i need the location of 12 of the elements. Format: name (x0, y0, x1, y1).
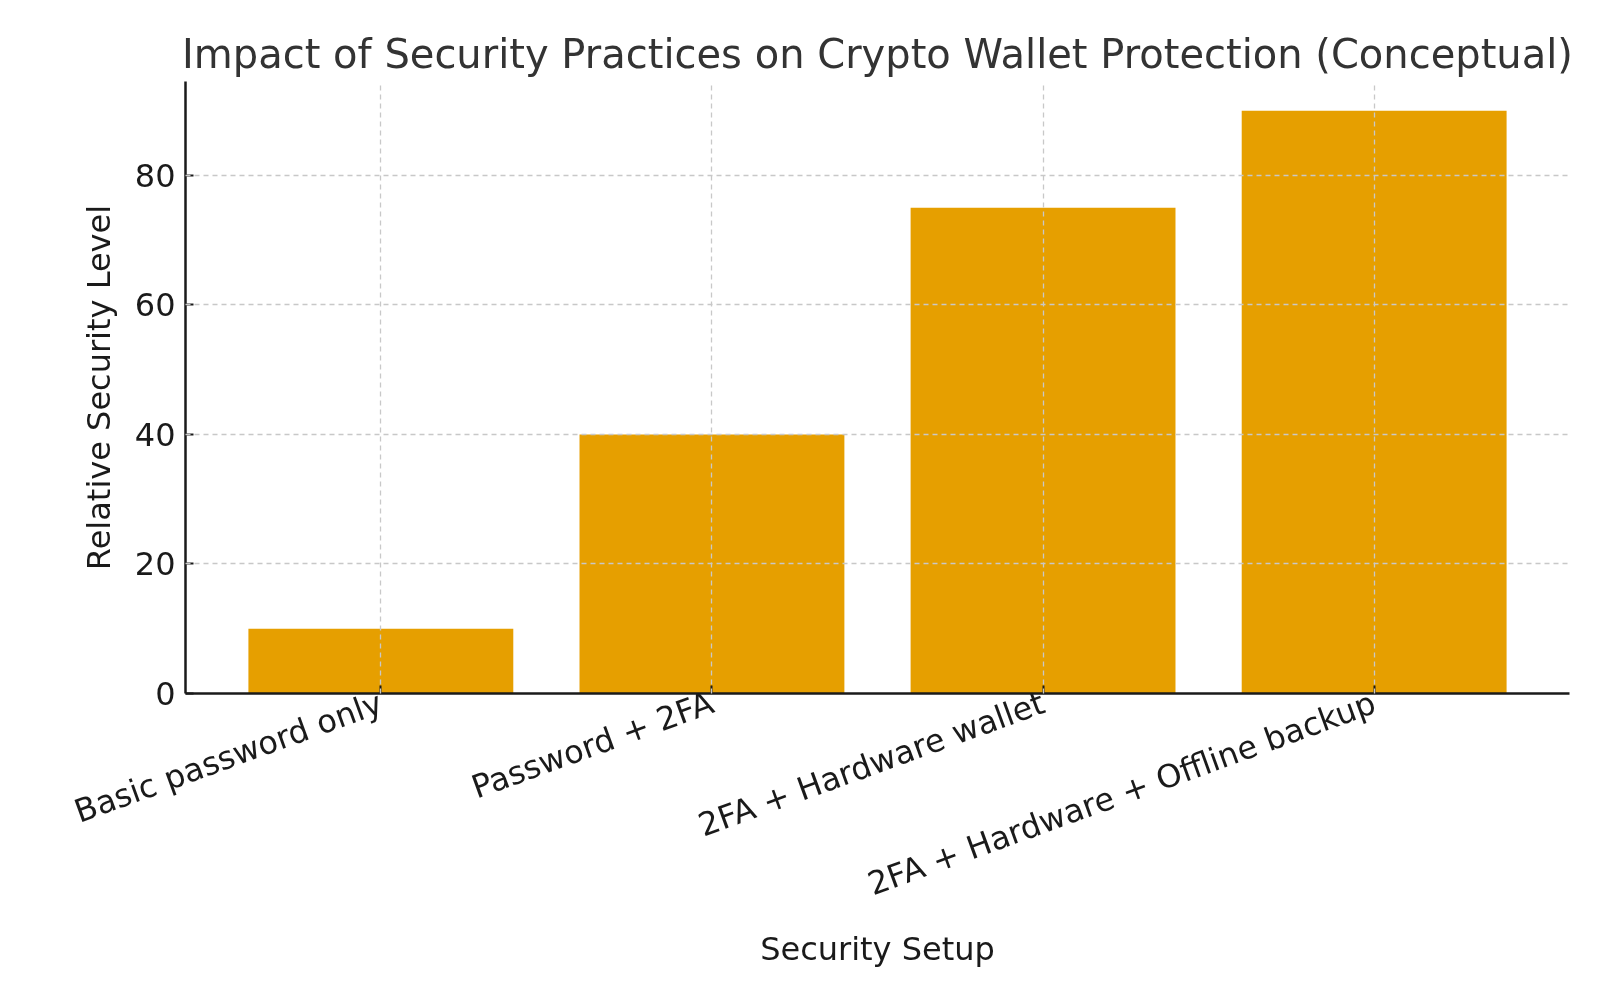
bar (1241, 110, 1507, 694)
y-tick-label: 80 (134, 156, 176, 195)
y-tick-label: 60 (134, 286, 176, 325)
bar (248, 628, 514, 694)
y-tick-label: 0 (155, 675, 176, 713)
y-axis-title: Relative Security Level (79, 204, 118, 571)
y-tick-label: 20 (134, 545, 176, 584)
bar (579, 434, 845, 694)
x-axis-title: Security Setup (760, 929, 995, 968)
y-tick-label: 40 (134, 415, 176, 454)
bar (910, 207, 1176, 694)
chart-title: Impact of Security Practices on Crypto Wallet Protection (Conceptual) (182, 30, 1573, 77)
